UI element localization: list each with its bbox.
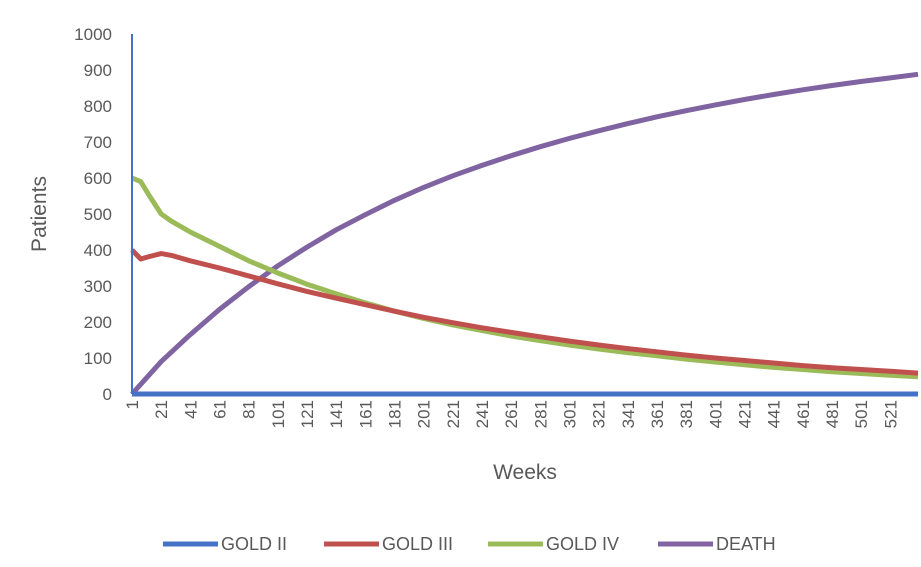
legend-item-gold-ii: GOLD II xyxy=(163,534,287,554)
x-axis-title: Weeks xyxy=(493,461,557,484)
x-tick-label: 441 xyxy=(765,400,784,428)
x-tick-label: 41 xyxy=(181,400,200,419)
x-tick-label: 421 xyxy=(735,400,754,428)
x-tick-label: 61 xyxy=(210,400,229,419)
x-tick-label: 1 xyxy=(123,400,142,409)
y-tick-label: 0 xyxy=(103,385,112,404)
x-tick-label: 281 xyxy=(531,400,550,428)
y-tick-label: 200 xyxy=(84,313,112,332)
x-tick-label: 361 xyxy=(648,400,667,428)
y-tick-label: 500 xyxy=(84,205,112,224)
x-tick-label: 81 xyxy=(240,400,259,419)
x-tick-label: 481 xyxy=(823,400,842,428)
x-tick-label: 301 xyxy=(560,400,579,428)
x-tick-label: 321 xyxy=(590,400,609,428)
x-tick-label: 501 xyxy=(852,400,871,428)
x-tick-label: 181 xyxy=(385,400,404,428)
y-tick-label: 1000 xyxy=(74,25,112,44)
y-tick-label: 600 xyxy=(84,169,112,188)
series-lines xyxy=(130,71,919,397)
series-line-death xyxy=(130,71,919,396)
legend-item-death: DEATH xyxy=(658,534,776,554)
x-axis-tick-labels: 1 21 41 61 81 101 121 141 161 181 201 221 241 261 281 3… xyxy=(123,400,900,428)
legend: GOLD II GOLD III GOLD IV DEATH xyxy=(163,534,776,554)
x-tick-label: 261 xyxy=(502,400,521,428)
y-tick-label: 900 xyxy=(84,61,112,80)
legend-label: DEATH xyxy=(716,534,776,554)
y-tick-label: 400 xyxy=(84,241,112,260)
x-tick-label: 341 xyxy=(619,400,638,428)
series-line-gold-iv xyxy=(131,175,919,380)
x-tick-label: 381 xyxy=(677,400,696,428)
legend-label: GOLD III xyxy=(382,534,453,554)
y-tick-label: 100 xyxy=(84,349,112,368)
x-tick-label: 21 xyxy=(152,400,171,419)
legend-label: GOLD IV xyxy=(546,534,619,554)
legend-label: GOLD II xyxy=(221,534,287,554)
x-tick-label: 201 xyxy=(415,400,434,428)
y-tick-label: 800 xyxy=(84,97,112,116)
x-tick-label: 221 xyxy=(444,400,463,428)
x-tick-label: 241 xyxy=(473,400,492,428)
legend-item-gold-iv: GOLD IV xyxy=(488,534,619,554)
x-tick-label: 461 xyxy=(794,400,813,428)
y-axis-tick-labels: 0 100 200 300 400 500 600 700 800 900 1000 xyxy=(74,25,112,404)
x-tick-label: 401 xyxy=(706,400,725,428)
x-tick-label: 121 xyxy=(298,400,317,428)
y-tick-label: 700 xyxy=(84,133,112,152)
x-tick-label: 521 xyxy=(881,400,900,428)
x-tick-label: 161 xyxy=(356,400,375,428)
y-tick-label: 300 xyxy=(84,277,112,296)
x-tick-label: 101 xyxy=(269,400,288,428)
y-axis-title: Patients xyxy=(28,176,51,252)
series-line-gold-iii xyxy=(130,248,919,376)
x-tick-label: 141 xyxy=(327,400,346,428)
legend-item-gold-iii: GOLD III xyxy=(324,534,453,554)
